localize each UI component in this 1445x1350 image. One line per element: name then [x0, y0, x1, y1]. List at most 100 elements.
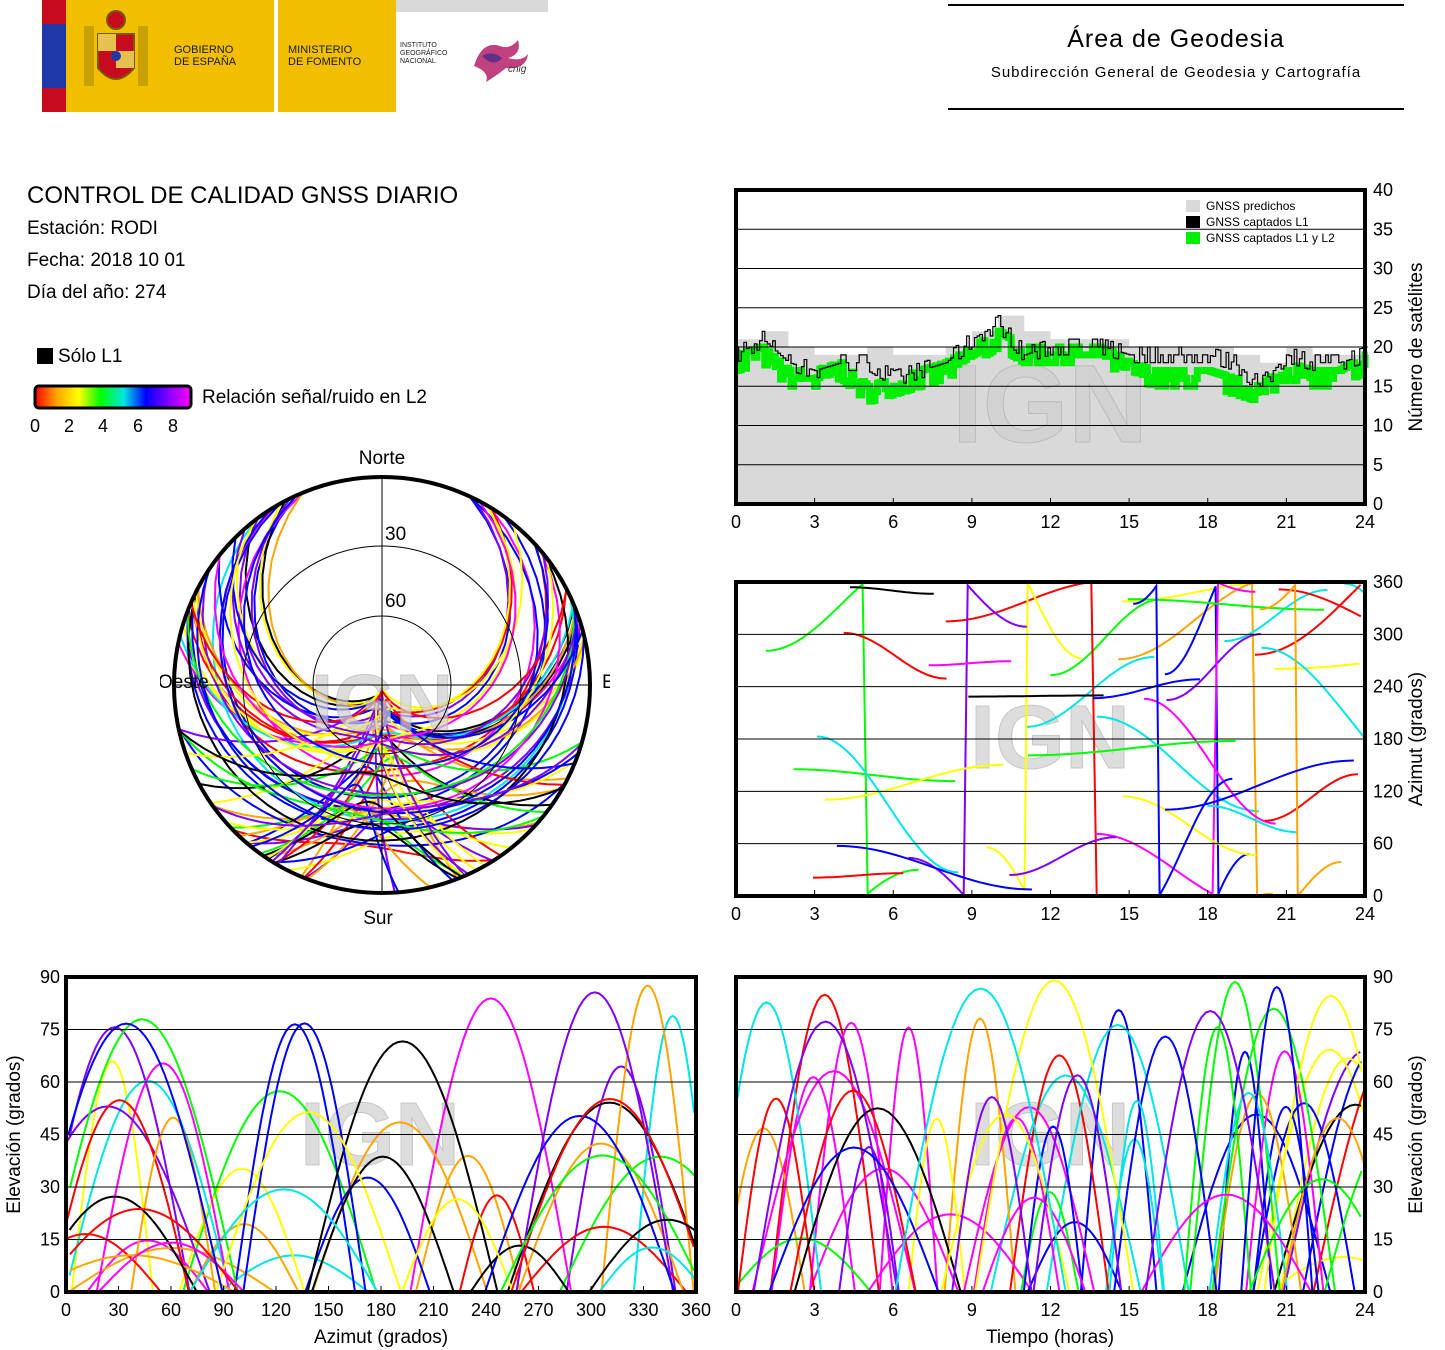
report-title: CONTROL DE CALIDAD GNSS DIARIO	[27, 182, 459, 209]
west-label: Oeste	[160, 672, 209, 693]
satellite-track	[1096, 715, 1259, 813]
satellite-track	[414, 1154, 522, 1293]
satellite-track	[1020, 1191, 1080, 1293]
satellite-track	[768, 1146, 940, 1293]
y-tick-label: 0	[1373, 886, 1383, 906]
satellite-track	[1252, 1105, 1320, 1293]
satellite-track	[878, 1026, 939, 1293]
x-tick-label: 9	[967, 512, 977, 532]
area-title: Área de Geodesia	[1067, 25, 1285, 53]
y-tick-label: 180	[1373, 729, 1403, 749]
south-label: Sur	[363, 908, 393, 929]
satellite-track	[1050, 598, 1162, 677]
x-tick-label: 180	[366, 1300, 396, 1320]
satellite-track	[68, 1195, 198, 1293]
satellite-track	[259, 756, 547, 855]
x-tick-label: 9	[967, 904, 977, 924]
x-tick-label: 12	[1040, 512, 1060, 532]
satellite-track	[517, 1142, 685, 1293]
captured-l1-line	[736, 315, 1368, 387]
satellite-track	[274, 698, 565, 865]
area-subtitle: Subdirección General de Geodesia y Carto…	[990, 64, 1362, 81]
satellite-track	[261, 500, 580, 738]
satellite-track	[221, 495, 539, 799]
x-tick-label: 9	[967, 1300, 977, 1320]
x-tick-label: 0	[731, 512, 741, 532]
y-tick-label: 75	[40, 1020, 60, 1040]
spain-flag-stripe	[42, 0, 66, 112]
satellite-track	[243, 494, 549, 768]
x-tick-label: 30	[108, 1300, 128, 1320]
satellite-track	[196, 588, 578, 742]
y-tick-label: 30	[40, 1177, 60, 1197]
satellite-track	[824, 763, 1004, 801]
plot-frame	[734, 580, 1367, 898]
header-rule-top	[948, 4, 1404, 6]
satellite-track	[231, 537, 584, 739]
satellite-track	[600, 984, 695, 1293]
x-tick-label: 300	[576, 1300, 606, 1320]
satellite-track	[1095, 581, 1256, 896]
x-tick-label: 3	[810, 904, 820, 924]
x-tick-label: 60	[161, 1300, 181, 1320]
satellite-track	[1208, 1091, 1289, 1293]
y-tick-label: 40	[1373, 180, 1393, 200]
y-tick-label: 75	[1373, 1020, 1393, 1040]
l1-only-label: Sólo L1	[58, 346, 123, 367]
satellite-track	[770, 1076, 856, 1293]
y-tick-label: 60	[1373, 834, 1393, 854]
satellite-track	[69, 1254, 236, 1293]
satellite-track	[1164, 759, 1354, 811]
x-tick-label: 3	[810, 512, 820, 532]
satellite-track	[1022, 1125, 1084, 1293]
satellite-track	[190, 588, 568, 744]
satellite-track	[189, 1188, 379, 1293]
snr-color-scale	[33, 384, 193, 410]
satellite-track	[1079, 1008, 1158, 1293]
x-tick-label: 12	[1040, 1300, 1060, 1320]
x-tick-label: 0	[731, 1300, 741, 1320]
satellite-track	[928, 660, 1012, 667]
satellite-track	[196, 568, 585, 831]
snr-label: Relación señal/ruido en L2	[202, 387, 427, 408]
satellite-track	[66, 1099, 190, 1293]
satellite-track	[178, 1167, 306, 1293]
satellite-track	[250, 497, 550, 746]
legend-swatch	[1186, 200, 1200, 212]
satellite-track	[894, 987, 1067, 1293]
x-axis-label: Tiempo (horas)	[986, 1327, 1114, 1348]
satellite-track	[69, 1207, 240, 1293]
satellite-track	[769, 993, 880, 1293]
satellite-track	[981, 1196, 1087, 1293]
x-tick-label: 24	[1355, 512, 1375, 532]
y-tick-label: 30	[1373, 1177, 1393, 1197]
satellite-track	[212, 743, 583, 827]
satellite-track	[1164, 586, 1250, 895]
snr-tick: 0	[30, 416, 41, 436]
satellite-track	[213, 500, 517, 749]
x-tick-label: 12	[1040, 904, 1060, 924]
satellite-track	[1032, 1074, 1123, 1293]
satellite-track	[1166, 633, 1261, 702]
x-tick-label: 90	[213, 1300, 233, 1320]
satellite-track	[812, 872, 904, 879]
y-tick-label: 90	[1373, 967, 1393, 987]
legend-swatch	[1186, 232, 1200, 244]
satellite-track	[843, 631, 947, 680]
satellite-track	[69, 1018, 239, 1293]
north-label: Norte	[359, 448, 405, 469]
legend-swatch	[1186, 216, 1200, 228]
satellite-track	[1240, 985, 1314, 1293]
x-tick-label: 18	[1198, 1300, 1218, 1320]
x-tick-label: 21	[1276, 1300, 1296, 1320]
y-tick-label: 30	[1373, 259, 1393, 279]
satellite-track	[178, 729, 564, 805]
y-tick-label: 120	[1373, 781, 1403, 801]
satellite-track	[306, 1040, 499, 1293]
satellite-track	[974, 979, 1135, 1293]
satellite-track	[1273, 1103, 1362, 1293]
y-tick-label: 300	[1373, 624, 1403, 644]
y-tick-label: 0	[1373, 1282, 1383, 1302]
plot-frame	[734, 975, 1367, 1294]
satellite-track	[1140, 1193, 1312, 1293]
